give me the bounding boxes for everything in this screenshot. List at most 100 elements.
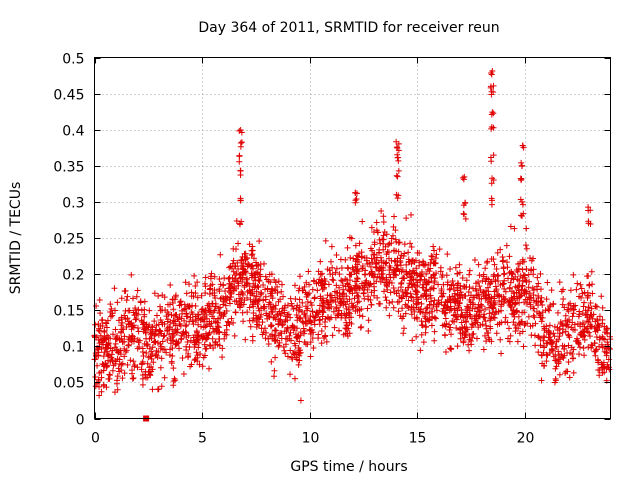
data-point <box>498 303 505 310</box>
data-point <box>495 272 502 279</box>
data-point <box>167 346 174 353</box>
data-point <box>191 272 198 279</box>
data-point <box>487 317 494 324</box>
data-point <box>183 334 190 341</box>
data-point <box>276 318 283 325</box>
data-point <box>476 283 483 290</box>
data-point <box>448 331 455 338</box>
data-point <box>327 271 334 278</box>
data-point <box>435 281 442 288</box>
data-point <box>452 264 459 271</box>
peak-point <box>461 211 468 218</box>
data-point <box>235 282 242 289</box>
data-point <box>474 335 481 342</box>
data-point <box>535 292 542 299</box>
data-point <box>461 323 468 330</box>
data-point <box>487 280 494 287</box>
peak-point <box>519 198 526 205</box>
data-point <box>169 296 176 303</box>
data-point <box>271 373 278 380</box>
data-point <box>547 336 554 343</box>
data-point <box>354 292 361 299</box>
data-point <box>307 313 314 320</box>
data-point <box>249 337 256 344</box>
peak-point <box>394 154 401 161</box>
data-point <box>556 279 563 286</box>
data-point <box>134 287 141 294</box>
data-point <box>466 271 473 278</box>
data-point <box>496 297 503 304</box>
data-point <box>354 275 361 282</box>
data-point <box>289 303 296 310</box>
data-point <box>296 304 303 311</box>
data-point <box>151 338 158 345</box>
data-point <box>166 331 173 338</box>
data-point <box>440 305 447 312</box>
data-point <box>604 361 611 368</box>
data-point <box>295 287 302 294</box>
data-point <box>408 280 415 287</box>
peak-point <box>237 195 244 202</box>
data-point <box>582 312 589 319</box>
data-point <box>533 283 540 290</box>
data-point <box>480 346 487 353</box>
data-point <box>301 283 308 290</box>
data-point <box>573 286 580 293</box>
data-point <box>332 294 339 301</box>
data-point <box>274 311 281 318</box>
data-point <box>369 247 376 254</box>
data-point <box>337 295 344 302</box>
data-point <box>139 372 146 379</box>
data-point <box>379 236 386 243</box>
data-point <box>199 316 206 323</box>
data-point <box>462 327 469 334</box>
data-point <box>498 293 505 300</box>
data-point <box>555 356 562 363</box>
data-point <box>470 330 477 337</box>
peak-point <box>236 158 243 165</box>
data-point <box>268 358 275 365</box>
y-tick-label: 0 <box>76 413 85 429</box>
data-point <box>437 268 444 275</box>
data-point <box>335 307 342 314</box>
data-point <box>602 329 609 336</box>
data-point <box>518 286 525 293</box>
data-point <box>501 285 508 292</box>
data-point <box>510 276 517 283</box>
data-point <box>601 369 608 376</box>
data-point <box>253 259 260 266</box>
data-point <box>193 349 200 356</box>
data-point <box>221 335 228 342</box>
data-point <box>235 240 242 247</box>
data-point <box>477 287 484 294</box>
peak-point <box>519 142 526 149</box>
data-point <box>134 364 141 371</box>
data-point <box>488 278 495 285</box>
data-point <box>101 329 108 336</box>
data-point <box>182 323 189 330</box>
data-point <box>124 293 131 300</box>
data-point <box>351 295 358 302</box>
data-point <box>125 341 132 348</box>
data-point <box>576 308 583 315</box>
data-point <box>188 361 195 368</box>
data-point <box>430 285 437 292</box>
data-point <box>230 257 237 264</box>
data-point <box>497 282 504 289</box>
data-point <box>415 296 422 303</box>
data-point <box>225 319 232 326</box>
data-point <box>279 305 286 312</box>
data-point <box>392 258 399 265</box>
data-point <box>347 271 354 278</box>
data-point <box>431 247 438 254</box>
data-point <box>345 306 352 313</box>
data-point <box>237 301 244 308</box>
data-point <box>372 260 379 267</box>
data-point <box>387 289 394 296</box>
data-point <box>121 353 128 360</box>
data-point <box>240 266 247 273</box>
data-point <box>367 263 374 270</box>
data-point <box>537 270 544 277</box>
data-point <box>317 271 324 278</box>
data-point <box>265 341 272 348</box>
